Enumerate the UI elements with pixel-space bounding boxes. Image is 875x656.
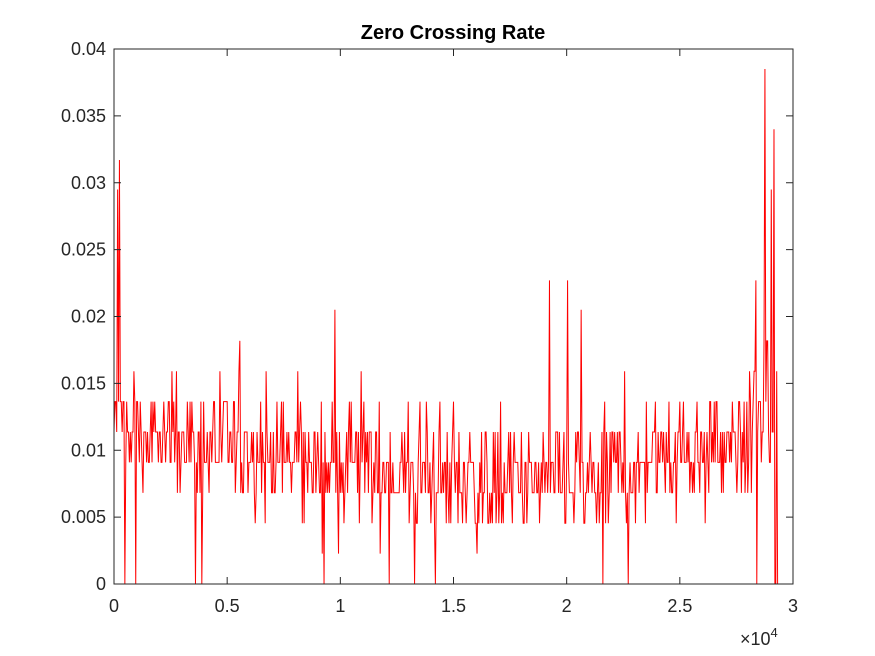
y-tick-label: 0 [96, 574, 106, 594]
y-tick-label: 0.04 [71, 39, 106, 59]
x-tick-label: 1 [335, 596, 345, 616]
y-tick-label: 0.02 [71, 307, 106, 327]
y-tick-label: 0.005 [61, 507, 106, 527]
x-tick-label: 2.5 [667, 596, 692, 616]
chart-title: Zero Crossing Rate [361, 22, 545, 44]
zcr-series-line [113, 69, 779, 585]
x-tick-label: 3 [788, 596, 798, 616]
y-tick-label: 0.03 [71, 173, 106, 193]
x-exponent-base: ×10 [740, 629, 771, 649]
x-tick-label: 1.5 [441, 596, 466, 616]
y-tick-label: 0.015 [61, 373, 106, 393]
x-tick-label: 0 [109, 596, 119, 616]
x-tick-label: 2 [562, 596, 572, 616]
x-tick-label: 0.5 [215, 596, 240, 616]
series-layer [113, 69, 779, 585]
x-exponent-label: ×104 [740, 625, 778, 649]
y-tick-label: 0.01 [71, 440, 106, 460]
y-tick-label: 0.025 [61, 240, 106, 260]
y-tick-label: 0.035 [61, 106, 106, 126]
y-ticks: 0 0.005 0.01 0.015 0.02 0.025 0.03 0.035 0.04 [61, 39, 793, 594]
x-ticks: 0 0.5 1 1.5 2 2.5 3 [109, 49, 798, 616]
x-exponent-power: 4 [771, 625, 778, 640]
plot-area [114, 49, 793, 584]
